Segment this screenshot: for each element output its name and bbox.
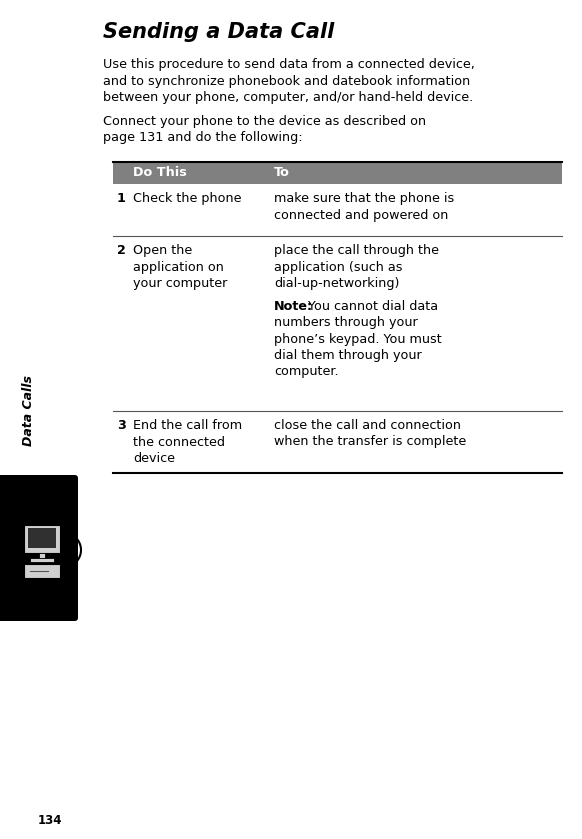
- Text: place the call through the: place the call through the: [274, 244, 439, 257]
- Text: close the call and connection: close the call and connection: [274, 419, 461, 432]
- Text: between your phone, computer, and/or hand-held device.: between your phone, computer, and/or han…: [103, 91, 473, 104]
- Text: dial them through your: dial them through your: [274, 349, 422, 362]
- Text: Do This: Do This: [133, 166, 187, 180]
- Text: connected and powered on: connected and powered on: [274, 209, 448, 221]
- Bar: [24, 564, 60, 578]
- Text: your computer: your computer: [133, 277, 228, 290]
- Text: the connected: the connected: [133, 435, 225, 449]
- Bar: [24, 525, 60, 553]
- Text: You cannot dial data: You cannot dial data: [304, 300, 438, 312]
- Text: Check the phone: Check the phone: [133, 192, 242, 205]
- Text: Note:: Note:: [274, 300, 313, 312]
- Text: 134: 134: [38, 814, 62, 826]
- Bar: [39, 553, 45, 558]
- Text: Use this procedure to send data from a connected device,: Use this procedure to send data from a c…: [103, 58, 475, 71]
- Text: Open the: Open the: [133, 244, 192, 257]
- Text: and to synchronize phonebook and datebook information: and to synchronize phonebook and dateboo…: [103, 75, 470, 87]
- Text: when the transfer is complete: when the transfer is complete: [274, 435, 466, 449]
- FancyBboxPatch shape: [0, 475, 78, 621]
- Text: Data Calls: Data Calls: [22, 374, 34, 446]
- Text: computer.: computer.: [274, 366, 339, 378]
- Text: To: To: [274, 166, 290, 180]
- Bar: [28, 528, 56, 548]
- Text: numbers through your: numbers through your: [274, 316, 418, 329]
- Bar: [113, 162, 562, 184]
- Text: device: device: [133, 452, 175, 465]
- Text: 1: 1: [117, 192, 126, 205]
- Text: application on: application on: [133, 260, 224, 274]
- Text: phone’s keypad. You must: phone’s keypad. You must: [274, 332, 442, 346]
- Text: application (such as: application (such as: [274, 260, 403, 274]
- Text: 3: 3: [117, 419, 126, 432]
- Bar: [30, 558, 54, 562]
- Text: End the call from: End the call from: [133, 419, 242, 432]
- Text: 2: 2: [117, 244, 126, 257]
- Text: dial-up-networking): dial-up-networking): [274, 277, 399, 290]
- Text: Connect your phone to the device as described on: Connect your phone to the device as desc…: [103, 115, 426, 128]
- Text: Sending a Data Call: Sending a Data Call: [103, 22, 334, 42]
- Text: page 131 and do the following:: page 131 and do the following:: [103, 132, 303, 144]
- Text: make sure that the phone is: make sure that the phone is: [274, 192, 454, 205]
